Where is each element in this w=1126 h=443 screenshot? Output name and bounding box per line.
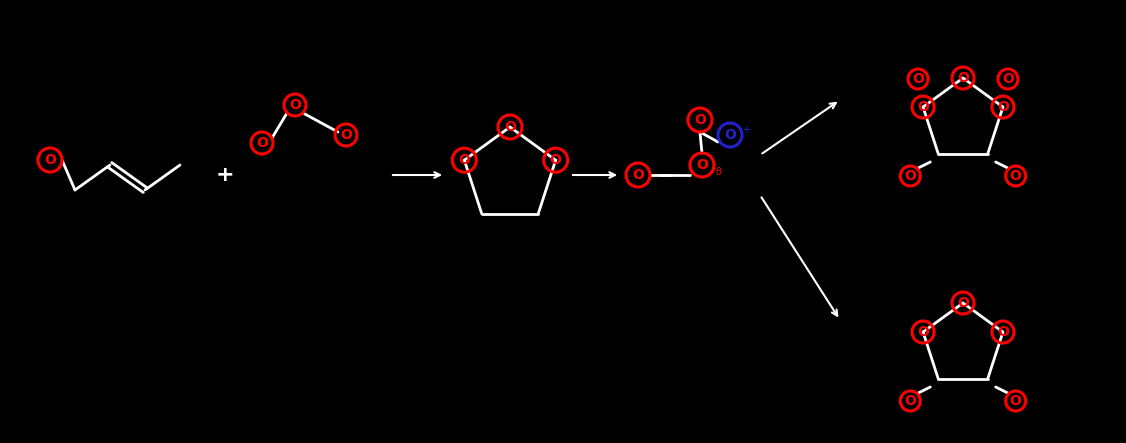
Text: O: O	[549, 153, 562, 167]
Text: O: O	[289, 98, 301, 112]
Text: θ: θ	[715, 167, 721, 177]
Text: O: O	[458, 153, 471, 167]
Text: O: O	[904, 394, 917, 408]
Text: O: O	[917, 325, 929, 339]
Text: O: O	[957, 296, 969, 310]
Text: O: O	[632, 168, 644, 182]
Text: O: O	[696, 158, 708, 172]
Text: O: O	[1010, 169, 1021, 183]
Text: O: O	[997, 325, 1009, 339]
Text: O: O	[44, 153, 56, 167]
Text: O: O	[724, 128, 736, 142]
Text: O: O	[504, 120, 516, 134]
Text: O: O	[340, 128, 352, 142]
Text: O: O	[1002, 72, 1013, 86]
Text: O: O	[256, 136, 268, 150]
Text: +: +	[216, 165, 234, 185]
Text: +: +	[742, 125, 750, 135]
Text: O: O	[694, 113, 706, 127]
Text: O: O	[1010, 394, 1021, 408]
Text: O: O	[957, 71, 969, 85]
Text: O: O	[917, 100, 929, 114]
Text: O: O	[997, 100, 1009, 114]
Text: O: O	[912, 72, 924, 86]
Text: O: O	[904, 169, 917, 183]
